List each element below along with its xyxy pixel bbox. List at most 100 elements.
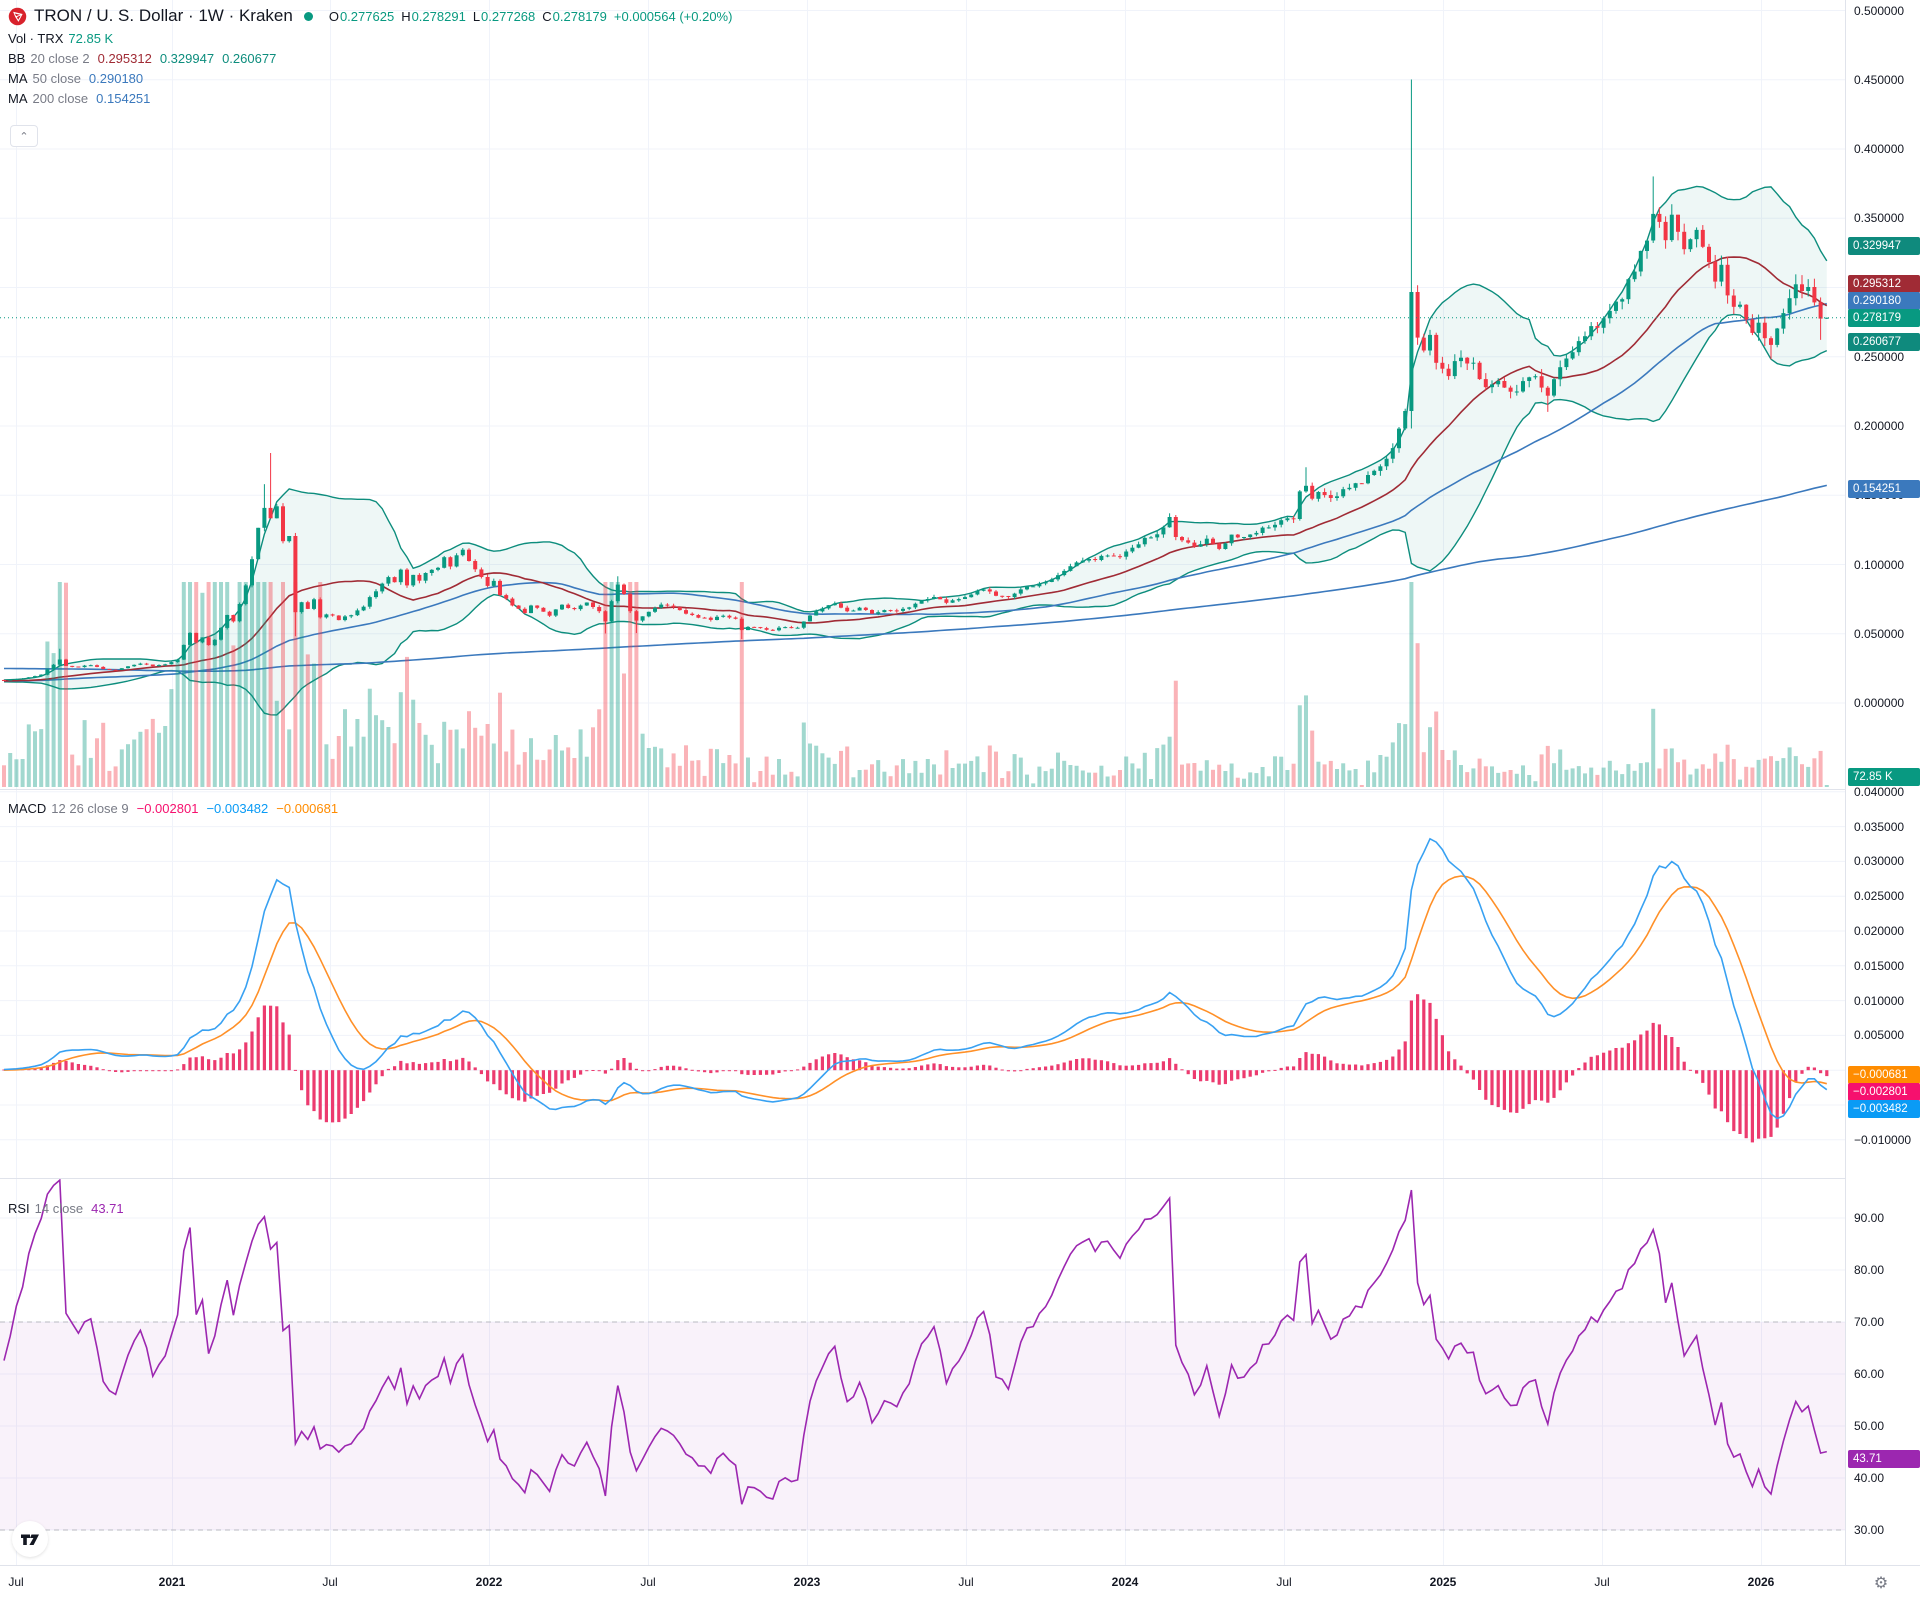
macd-histogram [2,994,1829,1143]
price-badge: 0.295312 [1848,274,1920,293]
symbol-title-row[interactable]: TRON / U. S. Dollar · 1W · Kraken O 0.277… [8,4,732,28]
time-label-year: 2024 [1111,1575,1139,1589]
rsi-band [0,1322,1845,1530]
time-label-month: Jul [8,1575,24,1589]
collapse-indicators-button[interactable]: ⌃ [10,125,38,147]
rsi-tick: 50.00 [1854,1419,1885,1433]
legend-row-macd[interactable]: MACD 12 26 close 9 −0.002801 −0.003482 −… [8,798,346,818]
legend-row-ma50[interactable]: MA 50 close 0.290180 [8,68,732,88]
macd-hist-value: −0.002801 [136,800,199,816]
volume-value: 72.85 K [68,30,114,46]
macd-line [3,837,1828,1120]
tradingview-logo[interactable] [12,1521,48,1557]
current-price-badge: 0.278179 [1848,308,1920,327]
rsi-label: RSI [8,1200,30,1216]
bb-basis-value: 0.295312 [97,50,152,66]
ma-200-line [4,484,1827,672]
low-label: L [472,8,481,24]
bb-label: BB [8,50,26,66]
macd-line-value: −0.003482 [206,800,269,816]
price-tick: 0.250000 [1854,349,1905,364]
bb-fill [4,186,1827,715]
close-label: C [542,8,552,24]
gridlines [0,0,1845,1565]
macd-badge: −0.003482 [1848,1099,1920,1118]
macd-tick: 0.010000 [1854,993,1905,1008]
legend-row-volume[interactable]: Vol · TRX 72.85 K [8,28,732,48]
price-badge: 0.329947 [1848,237,1920,256]
close-value: 0.278179 [552,8,607,24]
market-status-dot[interactable] [303,11,313,21]
macd-tick: 0.015000 [1854,958,1905,973]
macd-signal-line [3,875,1827,1102]
macd-tick: 0.025000 [1854,889,1905,904]
price-tick: 0.200000 [1854,419,1905,433]
bb-upper-line [3,185,1828,681]
ohlc-values: O 0.277625 H 0.278291 L 0.277268 C 0.278179 … [322,9,733,24]
rsi-tick: 30.00 [1854,1523,1885,1537]
legend-row-bb[interactable]: BB 20 close 2 0.295312 0.329947 0.260677 [8,48,732,68]
price-tick: 0.350000 [1854,211,1905,226]
legend-row-ma200[interactable]: MA 200 close 0.154251 [8,88,732,108]
price-tick: 0.100000 [1854,557,1905,572]
price-tick: 0.450000 [1854,72,1905,87]
price-tick: 0.400000 [1854,142,1905,156]
price-pane[interactable] [2,79,1829,787]
price-badge: 0.260677 [1848,332,1920,351]
change-value: +0.000564 (+0.20%) [613,8,733,24]
high-label: H [401,8,411,24]
time-label-month: Jul [1276,1575,1292,1589]
price-badge: 0.154251 [1848,480,1920,499]
bb-upper-value: 0.329947 [159,50,215,66]
macd-pane[interactable] [2,837,1829,1143]
ma50-label: MA [8,70,28,86]
bb-lower-value: 0.260677 [222,50,277,66]
macd-params: 12 26 close 9 [51,800,129,816]
legend-row-rsi[interactable]: RSI 14 close 43.71 [8,1198,132,1218]
ma50-params: 50 close [32,70,81,86]
price-tick: 0.000000 [1854,696,1905,710]
price-scale[interactable]: 0.500000 0.450000 0.400000 0.350000 0.250000… [1845,0,1920,1565]
time-label-month: Jul [322,1575,338,1589]
chevron-up-icon: ⌃ [19,130,29,143]
ma50-value: 0.290180 [88,70,144,86]
rsi-tick: 40.00 [1854,1471,1885,1485]
macd-tick: 0.040000 [1854,784,1905,799]
rsi-pane[interactable] [0,1179,1845,1531]
macd-signal-value: −0.000681 [276,800,339,816]
time-label-month: Jul [1594,1575,1610,1589]
macd-badge: −0.002801 [1848,1082,1920,1101]
rsi-line [3,1179,1827,1505]
time-label-year: 2021 [158,1575,186,1589]
price-badge: 0.290180 [1848,291,1920,310]
rsi-badge: 43.71 [1848,1449,1920,1468]
time-label-month: Jul [640,1575,656,1589]
time-label-year: 2022 [475,1575,503,1589]
time-scale[interactable]: Jul 2021 Jul 2022 Jul 2023 Jul 2024 Jul 2025 Jul 20… [0,1565,1920,1600]
bb-params: 20 close 2 [30,50,90,66]
tron-logo-icon [8,7,27,25]
macd-tick: 0.030000 [1854,854,1905,869]
open-value: 0.277625 [339,8,395,24]
time-label-year: 2025 [1429,1575,1457,1589]
rsi-tick: 60.00 [1854,1367,1885,1381]
settings-gear-button[interactable]: ⚙ [1866,1571,1896,1595]
time-label-year: 2026 [1747,1575,1775,1589]
macd-tick: 0.005000 [1854,1028,1905,1043]
ma-50-line [3,302,1827,682]
rsi-tick: 90.00 [1854,1211,1885,1225]
price-tick: 0.050000 [1854,626,1905,641]
volume-label: Vol · TRX [8,30,64,46]
low-value: 0.277268 [481,8,536,24]
rsi-tick: 80.00 [1854,1263,1885,1277]
time-label-month: Jul [958,1575,974,1589]
macd-badge: −0.000681 [1848,1065,1920,1084]
high-value: 0.278291 [411,8,466,24]
ma200-label: MA [8,90,28,106]
bb-basis-line [3,256,1828,682]
symbol-title[interactable]: TRON / U. S. Dollar · 1W · Kraken [34,6,293,25]
ma200-value: 0.154251 [96,90,151,106]
macd-label: MACD [8,800,47,816]
